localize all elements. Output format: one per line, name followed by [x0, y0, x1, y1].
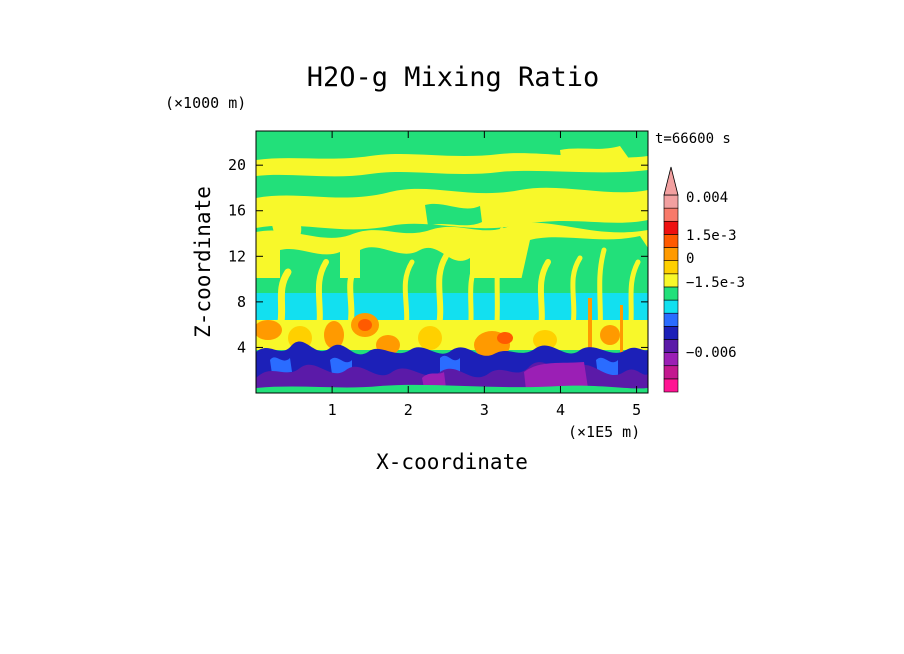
- x-axis-label: X-coordinate: [376, 450, 528, 474]
- orange-blobs: [256, 298, 623, 393]
- colorbar-segment: [663, 234, 679, 248]
- colorbar-segment: [663, 326, 679, 340]
- y-tick-label: 20: [228, 156, 246, 174]
- x-tick-label: 2: [404, 401, 413, 419]
- colorbar-segment: [663, 378, 679, 393]
- x-axis: 1 2 3 4 5: [328, 131, 641, 419]
- lower-blue-layer: [256, 341, 648, 393]
- y-tick-label: 16: [228, 202, 246, 220]
- y-tick-label: 4: [237, 338, 246, 356]
- colorbar-segment: [663, 260, 679, 275]
- colorbar-segment: [663, 339, 679, 353]
- y-unit-label: (×1000 m): [165, 94, 246, 112]
- colorbar-segment: [663, 365, 679, 380]
- colorbar-tick-label: 0.004: [686, 190, 728, 206]
- x-tick-label: 1: [328, 401, 337, 419]
- colorbar-extend-arrow: [663, 166, 679, 196]
- colorbar-tick-label: 0: [686, 251, 694, 267]
- colorbar-ticks: 0.004 1.5e-3 0 −1.5e-3 −0.006: [686, 190, 745, 361]
- colorbar-segment: [663, 194, 679, 209]
- plot-frame: [255, 130, 649, 394]
- colorbar-tick-label: −0.006: [686, 345, 737, 361]
- colorbar-segment: [663, 312, 679, 327]
- colorbar-segment: [663, 273, 679, 288]
- colorbar-segment: [663, 247, 679, 261]
- colorbar-segment: [663, 207, 679, 222]
- colorbar-tick-label: 1.5e-3: [686, 228, 737, 244]
- colorbar-segment: [663, 286, 679, 301]
- chart-title: H2O-g Mixing Ratio: [307, 62, 600, 93]
- x-tick-label: 5: [632, 401, 641, 419]
- x-unit-label: (×1E5 m): [568, 423, 640, 441]
- y-tick-label: 12: [228, 247, 246, 265]
- y-axis: 4 8 12 16 20: [228, 156, 648, 356]
- colorbar: [663, 166, 679, 393]
- time-label: t=66600 s: [655, 131, 731, 147]
- x-tick-label: 4: [556, 401, 565, 419]
- plot-area: [256, 131, 648, 393]
- band-warm: [256, 320, 648, 350]
- colorbar-segment: [663, 299, 679, 314]
- colorbar-segment: [663, 352, 679, 367]
- y-tick-label: 8: [237, 293, 246, 311]
- y-axis-label: Z-coordinate: [191, 186, 215, 338]
- colorbar-segment: [663, 220, 679, 235]
- x-tick-label: 3: [480, 401, 489, 419]
- colorbar-tick-label: −1.5e-3: [686, 275, 745, 291]
